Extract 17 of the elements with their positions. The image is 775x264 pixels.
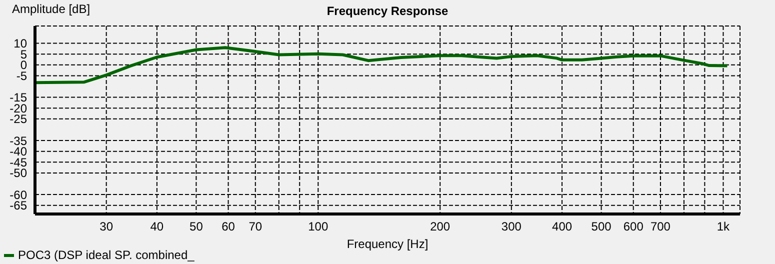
x-tick-label: 700 — [650, 220, 671, 234]
x-tick-label: 50 — [190, 220, 204, 234]
x-tick-label: 1k — [716, 220, 731, 234]
x-tick-label: 300 — [501, 220, 522, 234]
x-tick-label: 100 — [308, 220, 328, 234]
x-axis-title: Frequency [Hz] — [346, 237, 428, 251]
chart-title: Frequency Response — [326, 4, 448, 18]
x-tick-label: 30 — [100, 220, 114, 234]
x-tick-label: 40 — [150, 220, 164, 234]
x-tick-label: 60 — [222, 220, 236, 234]
y-axis-title: Amplitude [dB] — [12, 2, 90, 16]
x-tick-label: 200 — [430, 220, 450, 234]
x-tick-label: 70 — [248, 220, 262, 234]
x-tick-label: 500 — [591, 220, 612, 234]
x-tick-label: 600 — [623, 220, 644, 234]
legend-label: POC3 (DSP ideal SP. combined_ — [17, 248, 194, 262]
x-tick-label: 400 — [552, 220, 572, 234]
